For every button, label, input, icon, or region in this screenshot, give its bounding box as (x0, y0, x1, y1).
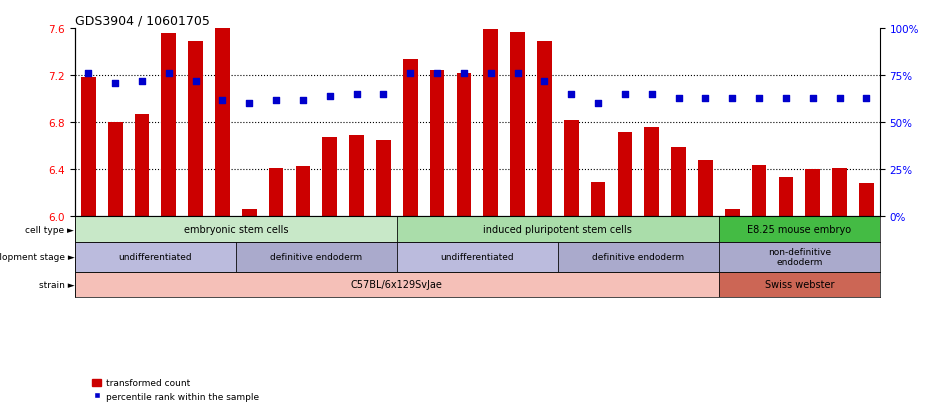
Bar (397, 242, 558, 272)
Text: definitive endoderm: definitive endoderm (592, 253, 684, 261)
Bar (135, 115, 150, 217)
Point (698, 95, 713, 102)
Point (724, 95, 739, 102)
Bar (430, 71, 445, 217)
Bar (644, 128, 659, 217)
Bar (719, 217, 880, 242)
Point (402, 71, 417, 77)
Text: Swiss webster: Swiss webster (765, 280, 834, 290)
Bar (859, 184, 874, 217)
Text: non-definitive
endoderm: non-definitive endoderm (768, 247, 831, 267)
Point (269, 97, 284, 104)
Bar (671, 147, 686, 217)
Point (161, 71, 176, 77)
Point (483, 71, 498, 77)
Point (510, 71, 525, 77)
Legend: transformed count, percentile rank within the sample: transformed count, percentile rank withi… (89, 375, 263, 404)
Bar (161, 33, 176, 217)
Bar (752, 165, 767, 217)
Bar (558, 242, 719, 272)
Bar (591, 183, 606, 217)
Point (108, 80, 123, 87)
Text: C57BL/6x129SvJae: C57BL/6x129SvJae (351, 280, 443, 290)
Bar (537, 42, 552, 217)
Text: strain ►: strain ► (38, 280, 74, 289)
Bar (698, 160, 713, 217)
Point (618, 91, 633, 98)
Bar (75, 217, 397, 242)
Point (671, 95, 686, 102)
Point (241, 101, 256, 107)
Bar (215, 29, 230, 217)
Point (752, 95, 767, 102)
Bar (719, 272, 880, 297)
Bar (719, 242, 880, 272)
Point (349, 91, 364, 98)
Point (80, 71, 95, 77)
Bar (402, 59, 417, 217)
Bar (349, 136, 364, 217)
Bar (563, 121, 578, 217)
Point (779, 95, 794, 102)
Bar (75, 272, 719, 297)
Bar (805, 170, 820, 217)
Bar (832, 169, 847, 217)
Point (376, 91, 391, 98)
Point (805, 95, 820, 102)
Text: E8.25 mouse embryo: E8.25 mouse embryo (747, 225, 852, 235)
Bar (296, 166, 311, 217)
Text: undifferentiated: undifferentiated (119, 253, 192, 261)
Bar (397, 217, 719, 242)
Text: undifferentiated: undifferentiated (441, 253, 514, 261)
Bar (457, 74, 472, 217)
Bar (188, 42, 203, 217)
Bar (779, 178, 794, 217)
Bar (269, 169, 284, 217)
Point (537, 78, 552, 85)
Text: GDS3904 / 10601705: GDS3904 / 10601705 (75, 15, 210, 28)
Point (859, 95, 874, 102)
Point (322, 93, 337, 100)
Bar (618, 132, 633, 217)
Text: cell type ►: cell type ► (25, 225, 74, 234)
Point (563, 91, 578, 98)
Point (135, 78, 150, 85)
Point (644, 91, 659, 98)
Bar (724, 210, 739, 217)
Bar (483, 30, 498, 217)
Bar (376, 140, 391, 217)
Point (215, 97, 230, 104)
Point (832, 95, 847, 102)
Bar (510, 33, 525, 217)
Text: induced pluripotent stem cells: induced pluripotent stem cells (483, 225, 633, 235)
Bar (75, 242, 236, 272)
Bar (241, 210, 256, 217)
Bar (322, 138, 337, 217)
Text: development stage ►: development stage ► (0, 253, 74, 261)
Point (188, 78, 203, 85)
Point (296, 97, 311, 104)
Point (457, 71, 472, 77)
Text: embryonic stem cells: embryonic stem cells (183, 225, 288, 235)
Bar (108, 123, 123, 217)
Bar (80, 78, 95, 217)
Text: definitive endoderm: definitive endoderm (271, 253, 362, 261)
Bar (236, 242, 397, 272)
Point (591, 101, 606, 107)
Point (430, 71, 445, 77)
